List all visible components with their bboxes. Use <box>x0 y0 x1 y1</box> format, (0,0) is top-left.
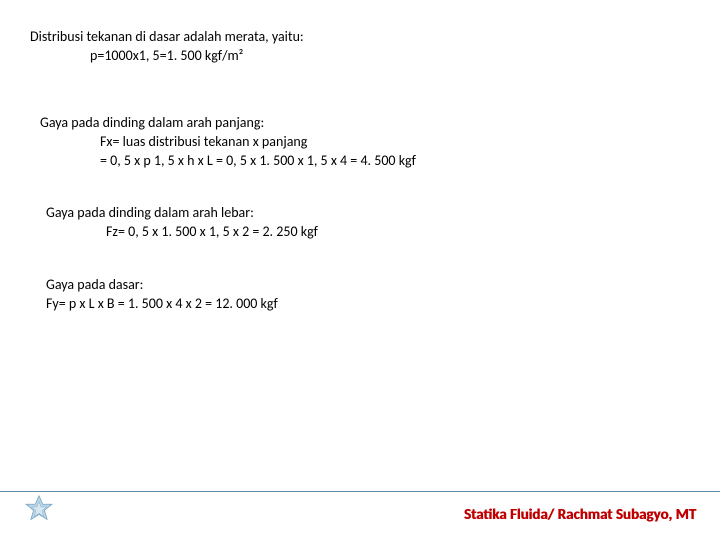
section-force-base: Gaya pada dasar: Fy= p x L x B = 1. 500 … <box>30 276 690 314</box>
text-line: Fy= p x L x B = 1. 500 x 4 x 2 = 12. 000… <box>46 295 690 314</box>
text-line: Fx= luas distribusi tekanan x panjang <box>40 133 690 152</box>
text-line: Gaya pada dinding dalam arah lebar: <box>46 204 690 223</box>
footer-text: Statika Fluida/ Rachmat Subagyo, MT <box>464 506 696 524</box>
text-line: Fz= 0, 5 x 1. 500 x 1, 5 x 2 = 2. 250 kg… <box>46 223 690 242</box>
slide-content: Distribusi tekanan di dasar adalah merat… <box>0 0 720 314</box>
text-line: Gaya pada dasar: <box>46 276 690 295</box>
section-force-length: Gaya pada dinding dalam arah panjang: Fx… <box>30 114 690 171</box>
divider <box>0 491 720 492</box>
text-line: Gaya pada dinding dalam arah panjang: <box>40 114 690 133</box>
section-force-width: Gaya pada dinding dalam arah lebar: Fz= … <box>30 204 690 242</box>
section-pressure-distribution: Distribusi tekanan di dasar adalah merat… <box>30 28 690 66</box>
star-icon <box>22 494 56 528</box>
text-line: Distribusi tekanan di dasar adalah merat… <box>30 28 690 47</box>
text-line: = 0, 5 x p 1, 5 x h x L = 0, 5 x 1. 500 … <box>40 152 690 171</box>
text-line: p=1000x1, 5=1. 500 kgf/m² <box>30 47 690 66</box>
